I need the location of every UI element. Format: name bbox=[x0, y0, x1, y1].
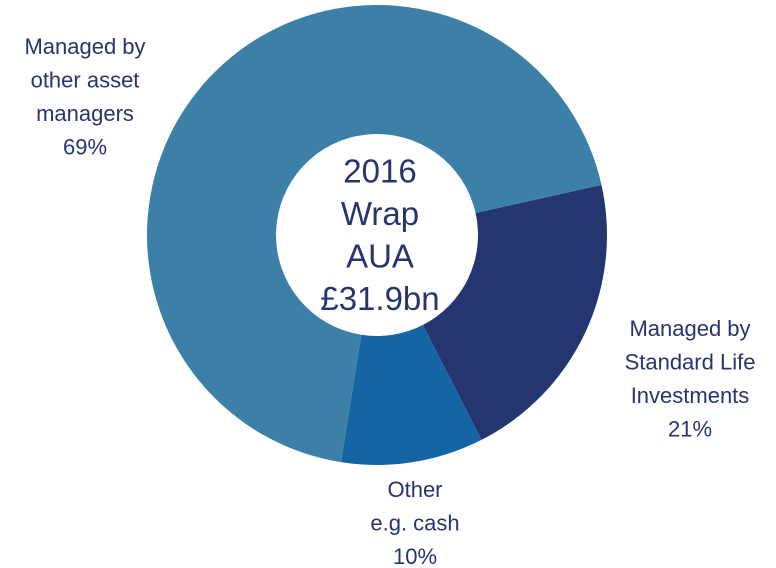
slice-label: managers bbox=[36, 101, 134, 126]
slice-label: Standard Life bbox=[625, 349, 756, 374]
slice-label: Investments bbox=[631, 383, 750, 408]
value-label: 21% bbox=[668, 416, 712, 441]
slice-label: Managed by bbox=[24, 34, 145, 59]
slice-label: e.g. cash bbox=[370, 510, 459, 535]
center-label: 2016 bbox=[343, 153, 416, 190]
donut-slice bbox=[422, 184, 608, 440]
slice-label: Other bbox=[387, 477, 442, 502]
donut-slice bbox=[146, 4, 602, 463]
value-label: 10% bbox=[393, 544, 437, 568]
slice-label: other asset bbox=[31, 67, 140, 92]
center-label: £31.9bn bbox=[320, 280, 439, 317]
center-label: AUA bbox=[346, 238, 414, 275]
slice-label: Managed by bbox=[629, 316, 750, 341]
center-label: Wrap bbox=[341, 195, 419, 232]
donut-slice bbox=[341, 324, 482, 465]
value-label: 69% bbox=[63, 134, 107, 159]
